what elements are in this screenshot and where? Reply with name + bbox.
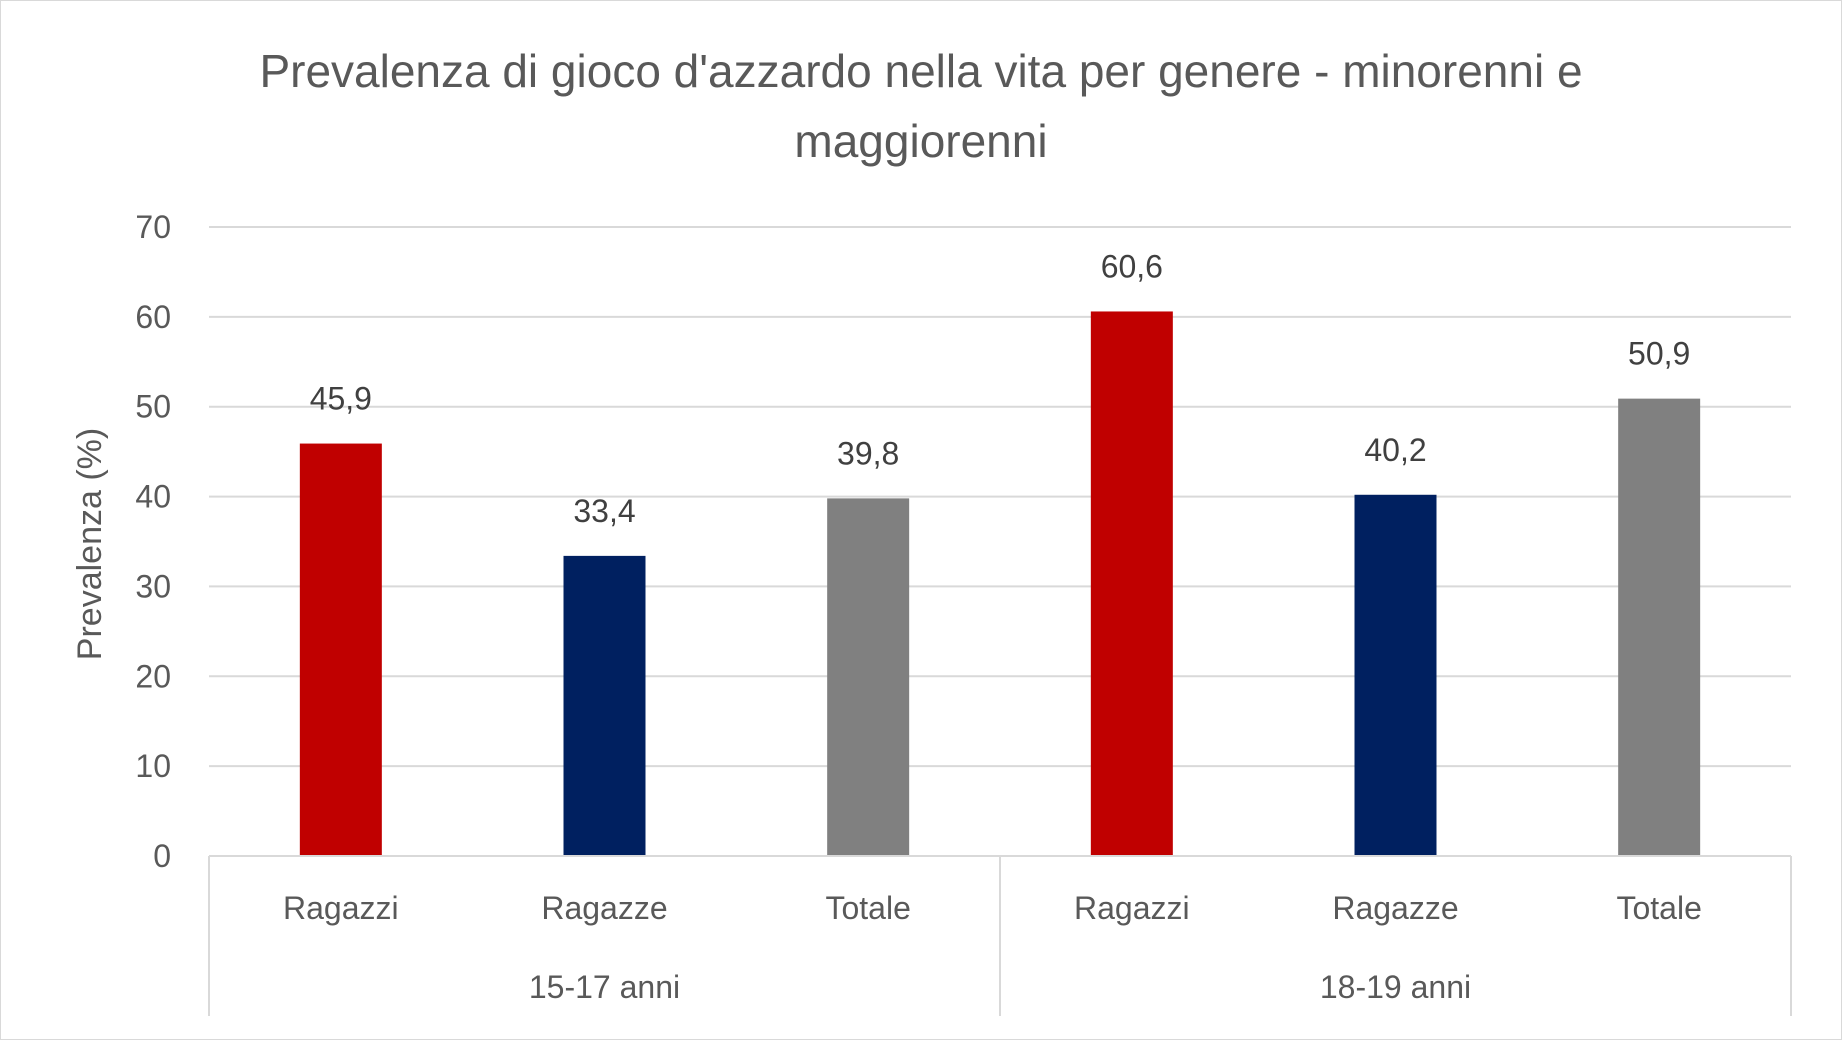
chart-title-line-1: Prevalenza di gioco d'azzardo nella vita… <box>259 45 1582 97</box>
y-tick-label: 50 <box>135 389 171 425</box>
bar-ragazzi <box>1090 311 1173 857</box>
x-category-label: Totale <box>1616 890 1701 926</box>
x-category-label: Ragazzi <box>1074 890 1190 926</box>
data-label: 45,9 <box>310 381 372 417</box>
y-tick-label: 40 <box>135 479 171 515</box>
bar-totale <box>827 498 910 856</box>
y-axis-label: Prevalenza (%) <box>71 428 109 660</box>
chart-title-line-2: maggiorenni <box>794 115 1047 167</box>
data-label: 50,9 <box>1628 336 1690 372</box>
x-category-label: Ragazze <box>541 890 667 926</box>
bar-ragazze <box>1354 494 1437 856</box>
x-group-label: 18-19 anni <box>1320 969 1471 1005</box>
x-category-label: Totale <box>825 890 910 926</box>
data-label: 33,4 <box>573 493 635 529</box>
bar-totale <box>1618 398 1701 856</box>
y-tick-label: 10 <box>135 748 171 784</box>
y-tick-label: 20 <box>135 658 171 694</box>
bar-ragazzi <box>299 443 382 856</box>
y-tick-label: 30 <box>135 568 171 604</box>
x-group-label: 15-17 anni <box>529 969 680 1005</box>
bar-ragazze <box>563 555 646 856</box>
data-label: 39,8 <box>837 435 899 471</box>
y-tick-label: 0 <box>153 838 171 874</box>
x-category-label: Ragazzi <box>283 890 399 926</box>
y-tick-label: 70 <box>135 209 171 245</box>
data-label: 40,2 <box>1364 432 1426 468</box>
x-category-label: Ragazze <box>1332 890 1458 926</box>
data-label: 60,6 <box>1101 248 1163 284</box>
y-tick-label: 60 <box>135 299 171 335</box>
